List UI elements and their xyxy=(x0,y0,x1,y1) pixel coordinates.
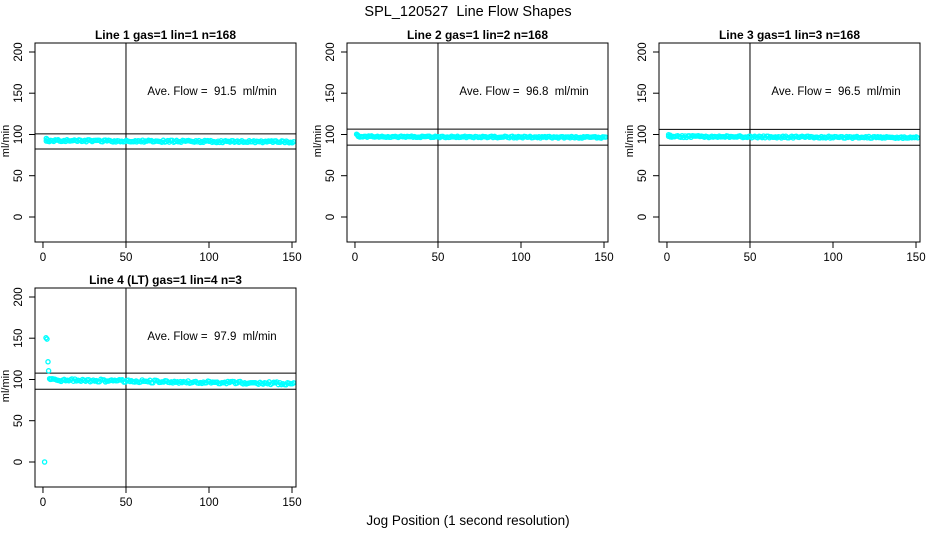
x-tick-label: 150 xyxy=(282,252,301,264)
x-tick-label: 0 xyxy=(352,252,358,264)
y-tick-label: 150 xyxy=(13,84,25,103)
x-tick-label: 100 xyxy=(823,252,842,264)
x-tick-label: 100 xyxy=(199,497,218,509)
y-axis-label: ml/min xyxy=(0,369,12,403)
subplot-title-line-2: Line 2 gas=1 lin=2 n=168 xyxy=(406,28,549,42)
y-axis-label: ml/min xyxy=(312,124,324,158)
y-tick-label: 50 xyxy=(13,414,25,427)
y-tick-label: 50 xyxy=(325,169,337,182)
y-tick-label: 200 xyxy=(325,42,337,61)
subplot-line-2: 0 50 100 150 0 50 100 150 200 Line 2 gas=1 lin=2… xyxy=(312,22,624,267)
y-tick-label: 100 xyxy=(13,370,25,389)
plot-area-line-2: 0 50 100 150 0 50 100 150 200 xyxy=(325,42,614,264)
y-tick-label: 150 xyxy=(13,329,25,348)
x-tick-label: 150 xyxy=(594,252,613,264)
data-point xyxy=(45,368,52,374)
x-tick-label: 50 xyxy=(120,497,133,509)
y-tick-label: 0 xyxy=(13,214,25,220)
ave-flow-annotation: Ave. Flow = 96.5 ml/min xyxy=(771,86,901,98)
plot-area-line-3: 0 50 100 150 0 50 100 150 200 xyxy=(637,42,926,264)
y-tick-label: 150 xyxy=(637,84,649,103)
y-tick-label: 0 xyxy=(13,459,25,465)
y-tick-label: 50 xyxy=(13,169,25,182)
data-point xyxy=(355,132,362,139)
x-tick-label: 0 xyxy=(664,252,670,264)
x-tick-label: 100 xyxy=(199,252,218,264)
plot-box xyxy=(34,287,297,488)
x-tick-label: 50 xyxy=(744,252,757,264)
x-tick-label: 0 xyxy=(40,252,46,264)
x-tick-label: 50 xyxy=(120,252,133,264)
y-tick-label: 100 xyxy=(637,125,649,144)
x-tick-label: 50 xyxy=(432,252,445,264)
plot-box xyxy=(658,42,921,243)
plot-area-line-4: 0 50 100 150 0 50 100 150 200 xyxy=(13,287,302,509)
x-tick-label: 150 xyxy=(906,252,925,264)
data-point xyxy=(41,459,48,465)
x-tick-label: 150 xyxy=(282,497,301,509)
plot-box xyxy=(34,42,297,243)
y-tick-label: 200 xyxy=(637,42,649,61)
subplot-title-line-3: Line 3 gas=1 lin=3 n=168 xyxy=(718,28,861,42)
y-tick-label: 100 xyxy=(13,125,25,144)
y-tick-label: 200 xyxy=(13,42,25,61)
x-tick-label: 100 xyxy=(511,252,530,264)
plot-box xyxy=(346,42,609,243)
y-axis-label: ml/min xyxy=(0,124,12,158)
subplot-line-1: 0 50 100 150 0 50 100 150 200 Line 1 gas=1 lin=1… xyxy=(0,22,312,267)
y-axis-label: ml/min xyxy=(624,124,636,158)
ave-flow-annotation: Ave. Flow = 97.9 ml/min xyxy=(147,331,277,343)
ave-flow-annotation: Ave. Flow = 91.5 ml/min xyxy=(147,86,277,98)
subplot-title-line-4: Line 4 (LT) gas=1 lin=4 n=3 xyxy=(89,273,242,287)
ave-flow-annotation: Ave. Flow = 96.8 ml/min xyxy=(459,86,589,98)
subplot-title-line-1: Line 1 gas=1 lin=1 n=168 xyxy=(94,28,237,42)
y-tick-label: 200 xyxy=(13,287,25,306)
y-tick-label: 0 xyxy=(637,214,649,220)
data-point xyxy=(48,376,55,383)
x-tick-label: 0 xyxy=(40,497,46,509)
plot-area-line-1: 0 50 100 150 0 50 100 150 200 xyxy=(13,42,302,264)
data-point xyxy=(44,336,50,342)
y-tick-label: 50 xyxy=(637,169,649,182)
data-point xyxy=(667,134,674,140)
data-point xyxy=(45,359,51,365)
subplot-line-3: 0 50 100 150 0 50 100 150 200 Line 3 gas=1 lin=3… xyxy=(624,22,936,267)
x-axis-label: Jog Position (1 second resolution) xyxy=(366,513,570,528)
figure-title: SPL_120527 Line Flow Shapes xyxy=(364,4,572,20)
data-point xyxy=(44,136,51,143)
subplot-line-4: 0 50 100 150 0 50 100 150 200 Line 4 (LT) gas=1 … xyxy=(0,267,312,512)
y-tick-label: 0 xyxy=(325,214,337,220)
y-tick-label: 150 xyxy=(325,84,337,103)
y-tick-label: 100 xyxy=(325,125,337,144)
